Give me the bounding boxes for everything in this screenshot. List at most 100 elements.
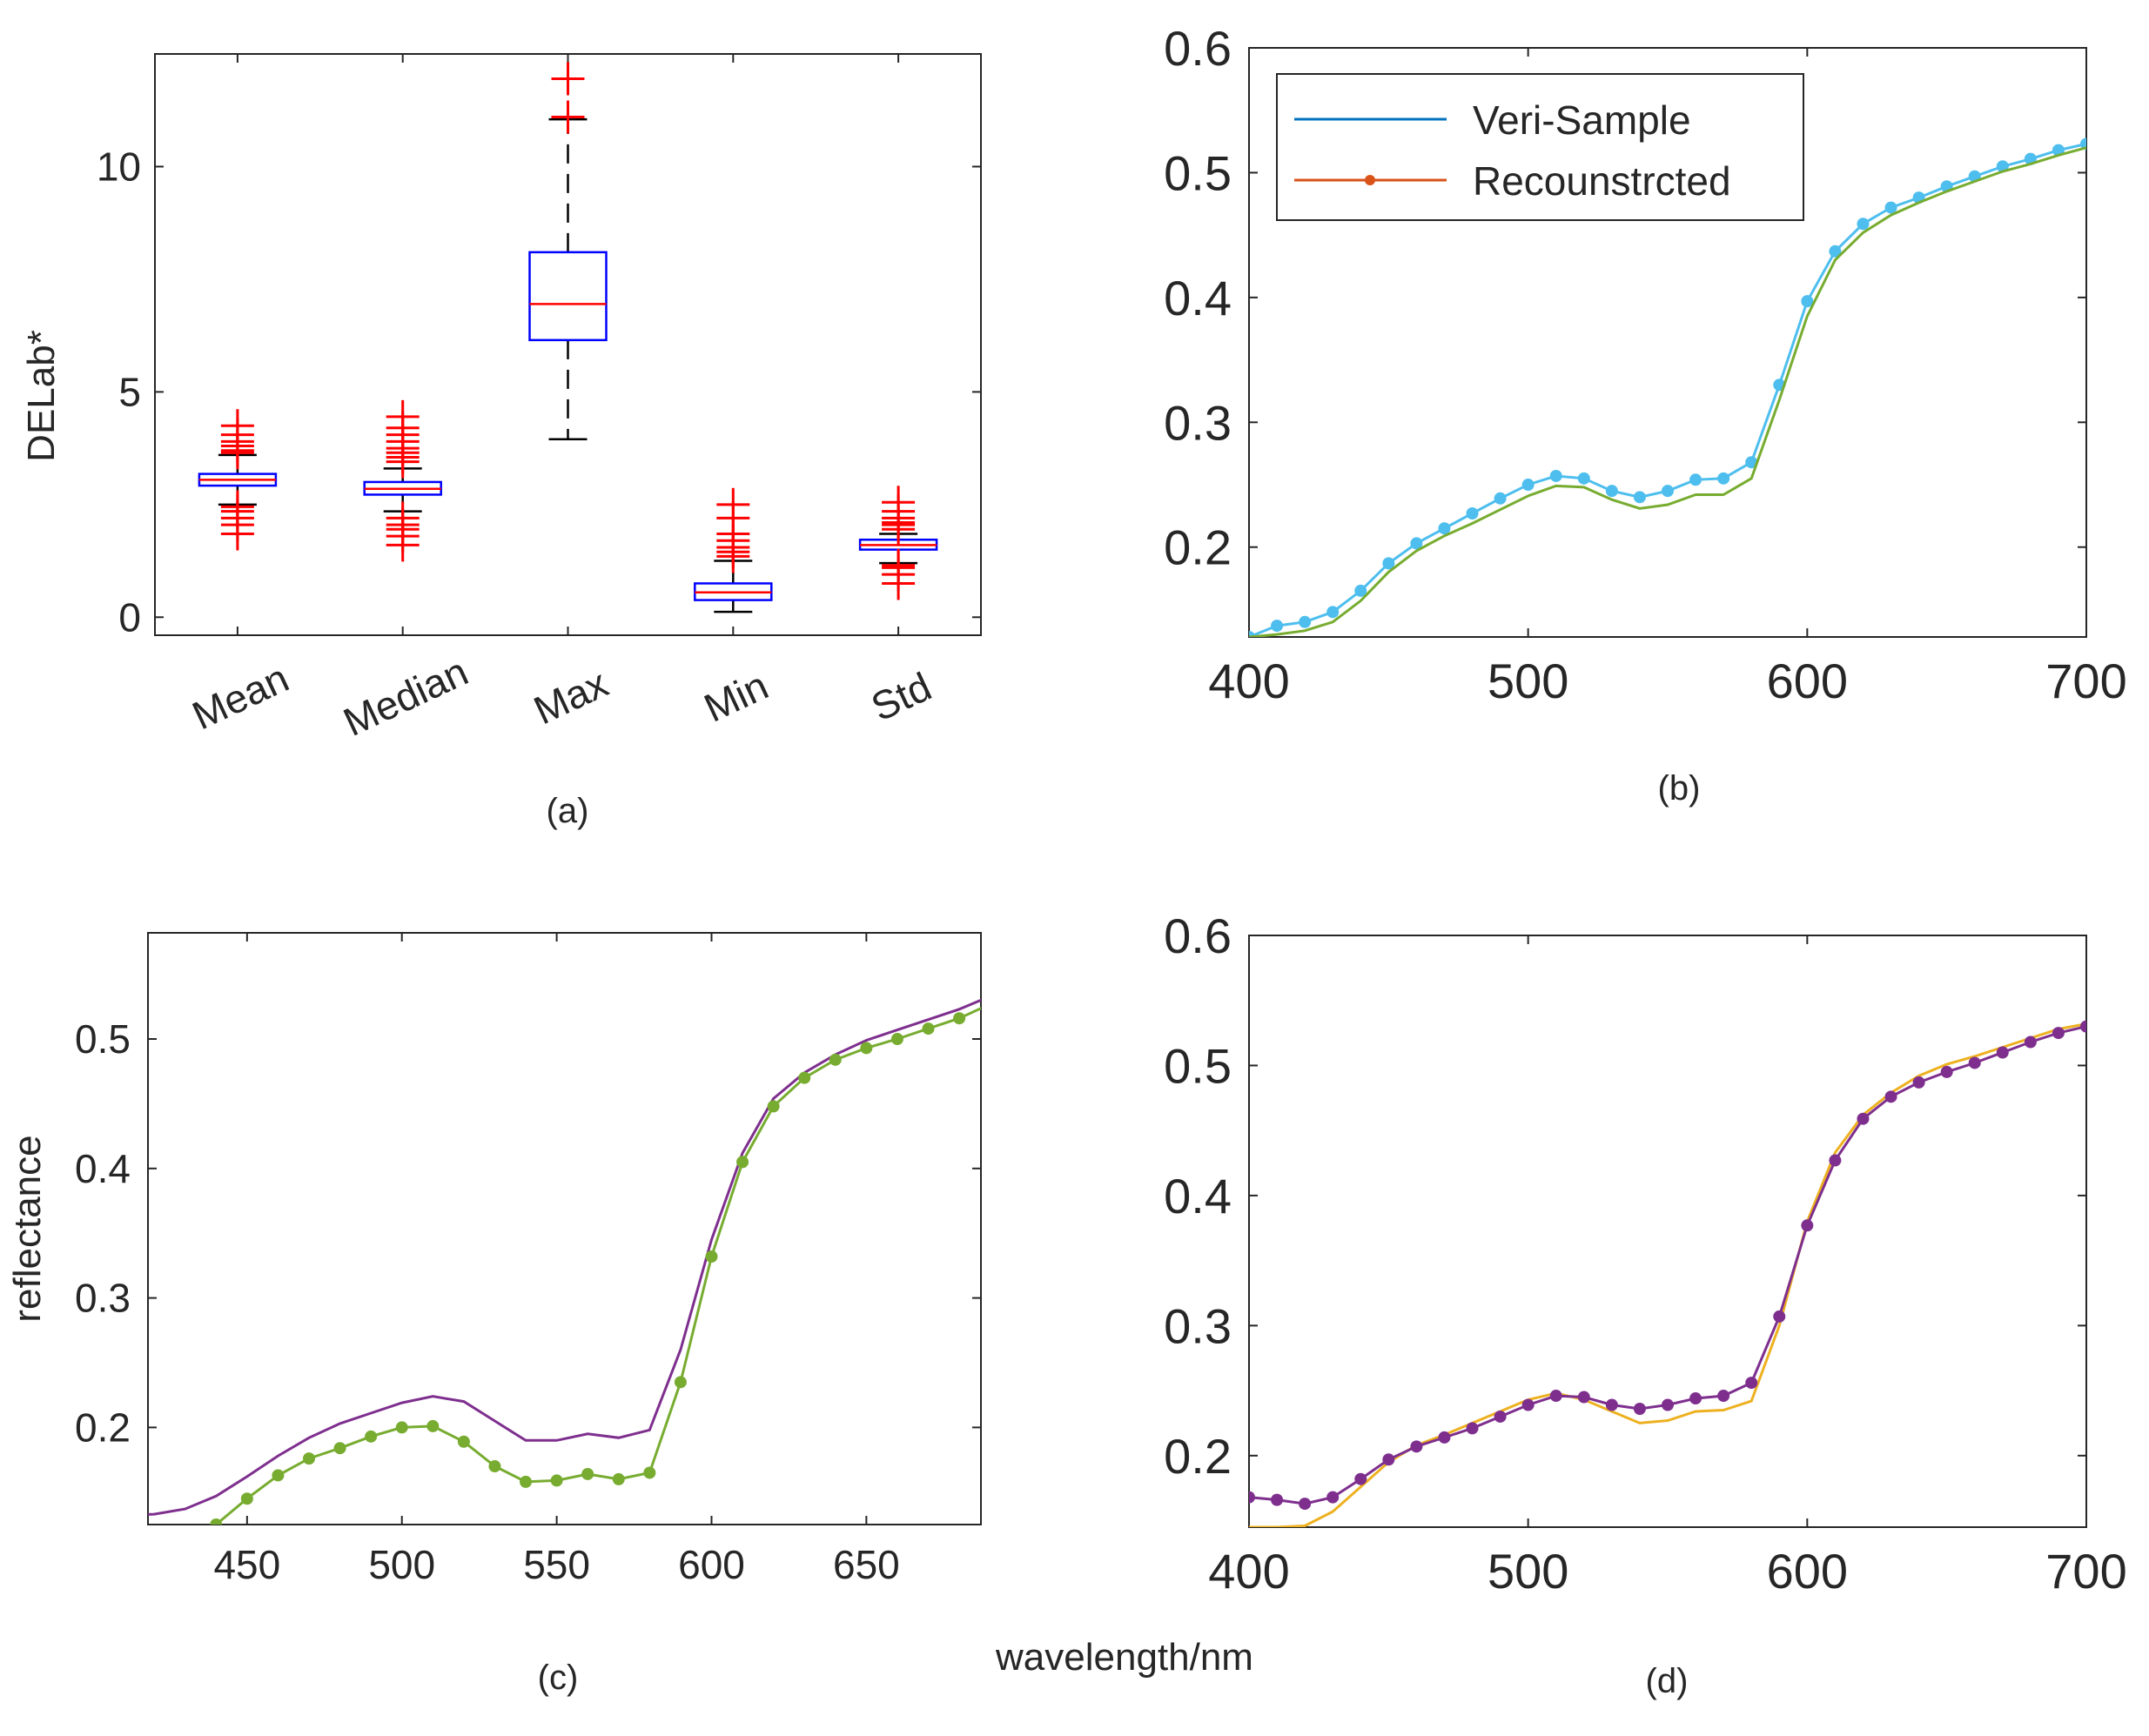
- plot-area-b: [1249, 137, 2086, 637]
- data-point-b-0: [1605, 485, 1618, 498]
- legend-label-b-1: Recounstrcted: [1473, 158, 1731, 204]
- y-tick-label-c: 0.4: [75, 1146, 131, 1191]
- outlier-marker: [882, 486, 916, 519]
- data-point-c-1: [705, 1250, 718, 1263]
- legend-box-b: [1276, 73, 1804, 221]
- data-point-b-0: [1410, 537, 1423, 550]
- data-point-d-1: [1940, 1065, 1953, 1078]
- x-tick-label-c: 550: [523, 1542, 590, 1587]
- data-point-b-0: [1326, 606, 1340, 619]
- data-point-c-1: [488, 1460, 501, 1473]
- box-max: [528, 251, 608, 342]
- series-line-d-1: [1249, 1025, 2086, 1505]
- x-tick-label-c: 600: [678, 1542, 745, 1587]
- x-tick-label-d: 600: [1767, 1544, 1848, 1599]
- data-point-d-1: [1549, 1390, 1562, 1403]
- data-point-d-1: [1857, 1112, 1870, 1125]
- data-point-d-1: [1271, 1493, 1284, 1506]
- panel-d: 400 500 600 700 0.2 0.3 0.4 0.5 0.6: [1164, 908, 2127, 1599]
- axes-box-d: [1248, 935, 2087, 1528]
- data-point-d-1: [1382, 1453, 1395, 1466]
- data-point-b-0: [1884, 201, 1897, 214]
- data-point-d-1: [1801, 1219, 1814, 1232]
- data-point-c-1: [426, 1419, 440, 1432]
- data-point-d-1: [1773, 1310, 1786, 1323]
- axes-box-c: [147, 932, 982, 1525]
- data-point-d-1: [1466, 1422, 1479, 1435]
- y-tick-label-d: 0.5: [1164, 1038, 1232, 1093]
- data-point-d-1: [1605, 1398, 1618, 1411]
- data-point-c-1: [581, 1467, 594, 1480]
- data-point-c-1: [302, 1452, 315, 1465]
- y-tick-label-b: 0.3: [1164, 395, 1232, 450]
- y-tick-label-d: 0.4: [1164, 1169, 1232, 1223]
- data-point-c-1: [798, 1071, 811, 1084]
- data-point-d-1: [1633, 1403, 1646, 1415]
- y-tick-label-d: 0.6: [1164, 908, 1232, 963]
- data-point-c-1: [148, 1545, 160, 1557]
- data-point-c-1: [829, 1053, 842, 1066]
- y-tick-label-b: 0.4: [1164, 271, 1232, 325]
- data-point-d-1: [1410, 1440, 1423, 1453]
- series-line-d-0: [1249, 1022, 2086, 1527]
- data-point-c-1: [395, 1421, 408, 1434]
- data-point-d-1: [1717, 1390, 1730, 1403]
- outlier-marker: [882, 548, 916, 582]
- caption-b: (b): [1658, 769, 1701, 808]
- plot-area-c: [148, 998, 997, 1557]
- data-point-c-1: [674, 1376, 687, 1389]
- data-point-c-1: [922, 1022, 935, 1036]
- data-point-d-1: [1662, 1398, 1674, 1411]
- panel-b: 400 500 600 700 0.2 0.3 0.4 0.5 0.6 Veri-Sample Re…: [1164, 21, 2127, 708]
- data-point-d-1: [1745, 1377, 1758, 1390]
- shared-x-axis-label: wavelength/nm: [995, 1636, 1253, 1679]
- x-tick-label-b: 500: [1488, 654, 1568, 708]
- data-point-d-1: [1299, 1498, 1312, 1511]
- data-point-c-1: [736, 1156, 749, 1169]
- data-point-b-0: [1466, 507, 1479, 520]
- data-point-c-1: [767, 1100, 780, 1113]
- data-point-b-0: [1829, 245, 1842, 258]
- data-point-c-1: [984, 998, 997, 1010]
- y-tick-label-b: 0.5: [1164, 145, 1232, 200]
- y-tick-label-d: 0.3: [1164, 1298, 1232, 1353]
- data-point-d-1: [1968, 1056, 1981, 1069]
- outlier-marker: [220, 409, 254, 443]
- data-point-c-1: [210, 1518, 223, 1525]
- data-point-c-1: [550, 1474, 563, 1487]
- data-point-b-0: [1801, 295, 1814, 308]
- x-tick-label-d: 500: [1488, 1544, 1568, 1599]
- outlier-marker: [551, 100, 585, 134]
- x-tick-label-d: 700: [2045, 1544, 2126, 1599]
- category-label-mean: Mean: [185, 655, 295, 739]
- data-point-c-1: [953, 1012, 966, 1025]
- x-tick-label-d: 400: [1208, 1544, 1289, 1599]
- data-point-c-1: [457, 1435, 470, 1448]
- data-point-b-0: [1521, 479, 1535, 492]
- data-point-b-0: [1382, 557, 1395, 570]
- data-point-c-1: [365, 1430, 378, 1443]
- category-label-min: Min: [697, 662, 775, 730]
- y-tick-label-c: 0.3: [75, 1276, 131, 1321]
- y-tick-label-c: 0.2: [75, 1404, 131, 1450]
- data-point-d-1: [1689, 1392, 1702, 1405]
- series-line-c-0: [148, 998, 981, 1516]
- data-point-b-0: [1857, 218, 1870, 231]
- data-point-c-1: [520, 1475, 533, 1488]
- y-tick-label-b: 0.6: [1164, 21, 1232, 76]
- y-axis-label-c: reflectance: [6, 1135, 49, 1322]
- data-point-d-1: [1912, 1076, 1925, 1089]
- data-point-c-1: [179, 1535, 191, 1547]
- caption-d: (d): [1646, 1662, 1689, 1700]
- legend-marker-b-1: [1365, 175, 1375, 185]
- outlier-marker: [386, 399, 420, 433]
- outlier-marker: [220, 490, 254, 524]
- caption-a: (a): [547, 792, 589, 830]
- panel-c: 450 500 550 600 650 0.2 0.3 0.4 0.5: [75, 932, 997, 1587]
- data-point-b-0: [1577, 472, 1590, 485]
- data-point-b-0: [1689, 473, 1702, 486]
- data-point-d-1: [2080, 1020, 2086, 1033]
- data-point-c-1: [272, 1469, 285, 1482]
- data-point-d-1: [1438, 1431, 1451, 1444]
- category-label-median: Median: [337, 648, 475, 745]
